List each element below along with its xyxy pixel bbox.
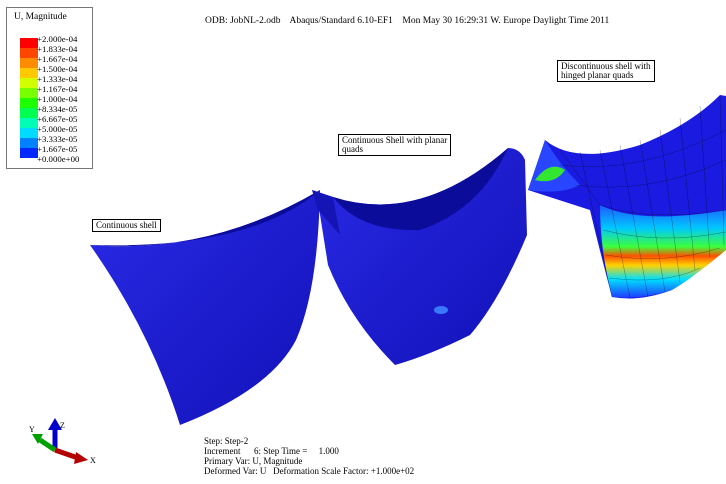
contour-legend[interactable]: U, Magnitude +2.000e-04 +1.833e-04 +1.667e… <box>6 7 93 169</box>
callout-planar-line2: quads <box>342 144 363 154</box>
step-info: Step: Step-2 Increment 6: Step Time = 1.… <box>204 436 414 476</box>
legend-swatch <box>20 118 38 128</box>
legend-swatch <box>20 48 38 58</box>
legend-label: +1.333e-04 <box>37 74 78 84</box>
deformed-var-label: Deformed Var: U Deformation Scale Factor… <box>204 466 415 476</box>
legend-swatch <box>20 108 38 118</box>
odb-header: ODB: JobNL-2.odb Abaqus/Standard 6.10-EF… <box>205 16 609 26</box>
legend-swatch <box>20 58 38 68</box>
legend-label: +1.667e-05 <box>37 144 78 154</box>
legend-label: +2.000e-04 <box>37 34 78 44</box>
legend-swatch <box>20 148 38 158</box>
axis-triad: Z X Y <box>29 418 96 465</box>
legend-label: +1.167e-04 <box>37 84 78 94</box>
callout-planar-line1: Continuous Shell with planar <box>342 135 448 145</box>
legend-labels: +2.000e-04 +1.833e-04 +1.667e-04 +1.500e-04… <box>37 34 79 164</box>
legend-swatch <box>20 68 38 78</box>
callout-planar-quads: Continuous Shell with planar quads <box>338 134 452 156</box>
callout-hinged-line2: hinged planar quads <box>561 70 634 80</box>
triad-y-label: Y <box>29 425 35 434</box>
solver-version: Abaqus/Standard 6.10-EF1 <box>289 16 393 26</box>
legend-label: +1.833e-04 <box>37 44 78 54</box>
planar-quads-model <box>312 148 527 365</box>
legend-label: +1.000e-04 <box>37 94 78 104</box>
callout-continuous-shell: Continuous shell <box>92 219 161 232</box>
hinged-quads-model <box>528 95 726 299</box>
legend-label: +0.000e+00 <box>37 154 80 164</box>
legend-swatch <box>20 128 38 138</box>
legend-title: U, Magnitude <box>14 12 67 22</box>
callout-hinged-quads: Discontinuous shell with hinged planar q… <box>557 60 655 82</box>
legend-label: +6.667e-05 <box>37 114 78 124</box>
odb-name: ODB: JobNL-2.odb <box>205 16 281 26</box>
legend-color-bar <box>20 38 38 158</box>
legend-swatch <box>20 38 38 48</box>
callout-hinged-line1: Discontinuous shell with <box>561 61 651 71</box>
primary-var-label: Primary Var: U, Magnitude <box>204 456 303 466</box>
callout-continuous-text: Continuous shell <box>96 220 157 230</box>
step-label: Step: Step-2 <box>204 436 249 446</box>
legend-label: +1.667e-04 <box>37 54 78 64</box>
legend-swatch <box>20 78 38 88</box>
legend-swatch <box>20 138 38 148</box>
timestamp: Mon May 30 16:29:31 W. Europe Daylight T… <box>402 16 610 26</box>
increment-label: Increment 6: Step Time = 1.000 <box>204 446 339 456</box>
legend-label: +3.333e-05 <box>37 134 78 144</box>
legend-label: +1.500e-04 <box>37 64 78 74</box>
continuous-shell-model <box>90 190 320 425</box>
legend-label: +8.334e-05 <box>37 104 78 114</box>
legend-swatch <box>20 98 38 108</box>
legend-label: +5.000e-05 <box>37 124 78 134</box>
triad-x-label: X <box>90 456 96 465</box>
triad-z-label: Z <box>60 421 65 430</box>
legend-swatch <box>20 88 38 98</box>
